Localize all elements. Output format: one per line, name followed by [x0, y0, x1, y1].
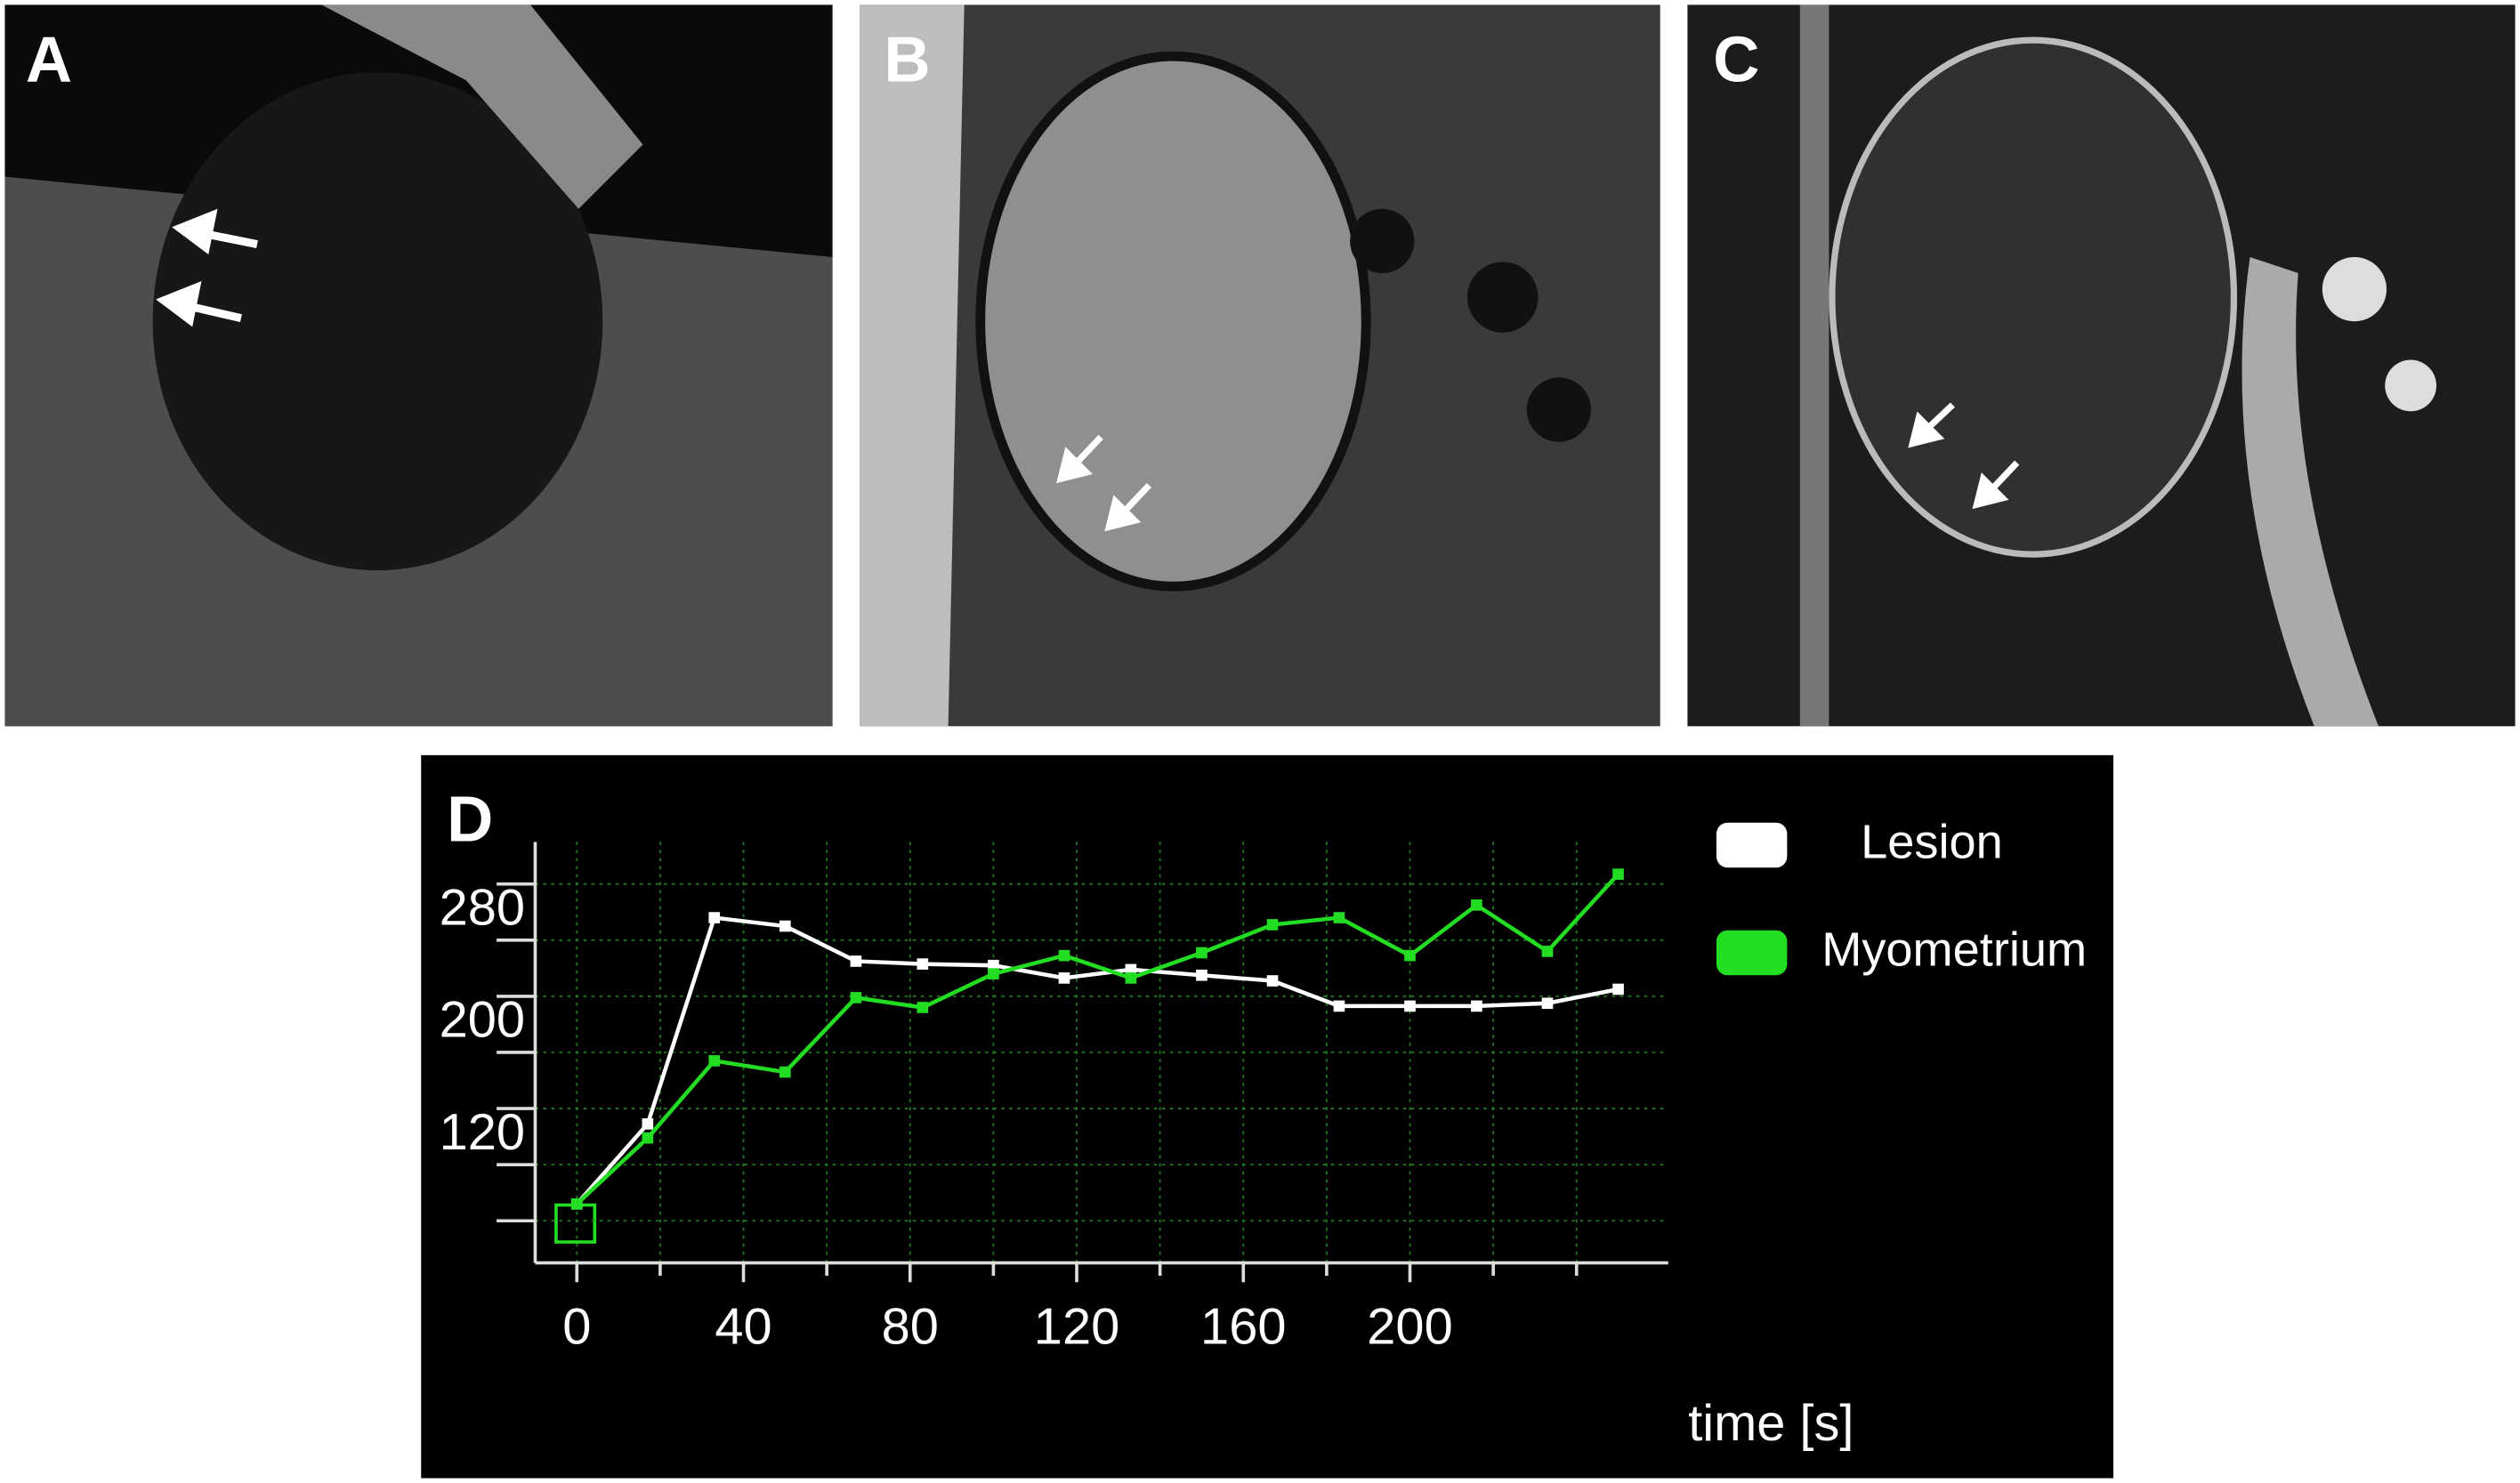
data-point — [1266, 919, 1279, 931]
panel-label: A — [26, 24, 72, 95]
x-tick-label: 200 — [1367, 1299, 1452, 1356]
series-line — [575, 915, 1619, 1205]
chart-bg — [421, 754, 2114, 1479]
tissue — [1799, 4, 1829, 727]
panel-label: D — [447, 785, 493, 856]
data-point — [1058, 972, 1070, 984]
x-axis-label: time [s] — [1688, 1395, 1854, 1452]
data-point — [850, 992, 862, 1003]
y-tick-label: 200 — [440, 992, 525, 1049]
data-point — [1196, 969, 1208, 981]
bowel — [2385, 359, 2437, 412]
data-point — [850, 955, 862, 967]
panel-label: B — [884, 24, 930, 95]
data-point — [1404, 949, 1416, 962]
data-point — [1541, 946, 1554, 957]
y-tick-label: 280 — [440, 880, 525, 937]
data-point — [988, 968, 999, 979]
cyst — [152, 72, 603, 571]
bowel — [1350, 208, 1415, 274]
cyst — [975, 51, 1371, 592]
bowel — [2322, 256, 2387, 322]
data-point — [1471, 899, 1482, 911]
x-tick-label: 0 — [562, 1299, 591, 1356]
x-tick-label: 120 — [1034, 1299, 1119, 1356]
data-point — [1333, 1000, 1345, 1012]
data-point — [642, 1118, 654, 1130]
data-point — [917, 1002, 929, 1013]
x-tick-label: 40 — [715, 1299, 771, 1356]
legend-swatch — [1716, 822, 1788, 868]
cyst — [1829, 36, 2238, 558]
data-point — [1471, 1000, 1482, 1012]
x-tick-label: 160 — [1200, 1299, 1286, 1356]
data-point — [1333, 912, 1345, 923]
y-tick-label: 120 — [440, 1104, 525, 1161]
panel-d: D 120 200 280 0 40 80 120 160 200 time [s] Lesion M… — [421, 754, 2114, 1479]
data-point — [570, 1198, 583, 1210]
data-point — [779, 1066, 791, 1078]
data-point — [642, 1132, 654, 1144]
data-point — [708, 912, 721, 923]
legend-label: Myometrium — [1821, 923, 2087, 976]
data-point — [1125, 972, 1137, 984]
legend-swatch — [1716, 930, 1788, 976]
arrows — [1908, 402, 2020, 510]
data-point — [1541, 997, 1554, 1010]
arrows — [156, 208, 258, 327]
bowel — [1466, 262, 1539, 333]
legend-label: Lesion — [1861, 815, 2003, 868]
panel-a: A — [4, 4, 833, 727]
data-point — [1058, 949, 1070, 962]
data-point — [708, 1055, 721, 1067]
data-point — [1612, 983, 1624, 995]
arrows — [1056, 434, 1152, 532]
data-point — [1196, 947, 1208, 959]
data-point — [1612, 868, 1624, 880]
data-point — [1266, 975, 1279, 987]
data-point — [1404, 1000, 1416, 1012]
series-line — [575, 873, 1620, 1205]
data-point — [779, 920, 791, 932]
panel-c: C — [1687, 4, 2516, 727]
bowel — [1526, 377, 1592, 442]
tissue — [2241, 256, 2379, 727]
data-point — [917, 958, 929, 970]
panel-label: C — [1713, 24, 1759, 95]
panel-b: B — [860, 4, 1660, 727]
tissue — [321, 4, 643, 209]
tissue — [860, 4, 965, 727]
x-tick-label: 80 — [882, 1299, 939, 1356]
